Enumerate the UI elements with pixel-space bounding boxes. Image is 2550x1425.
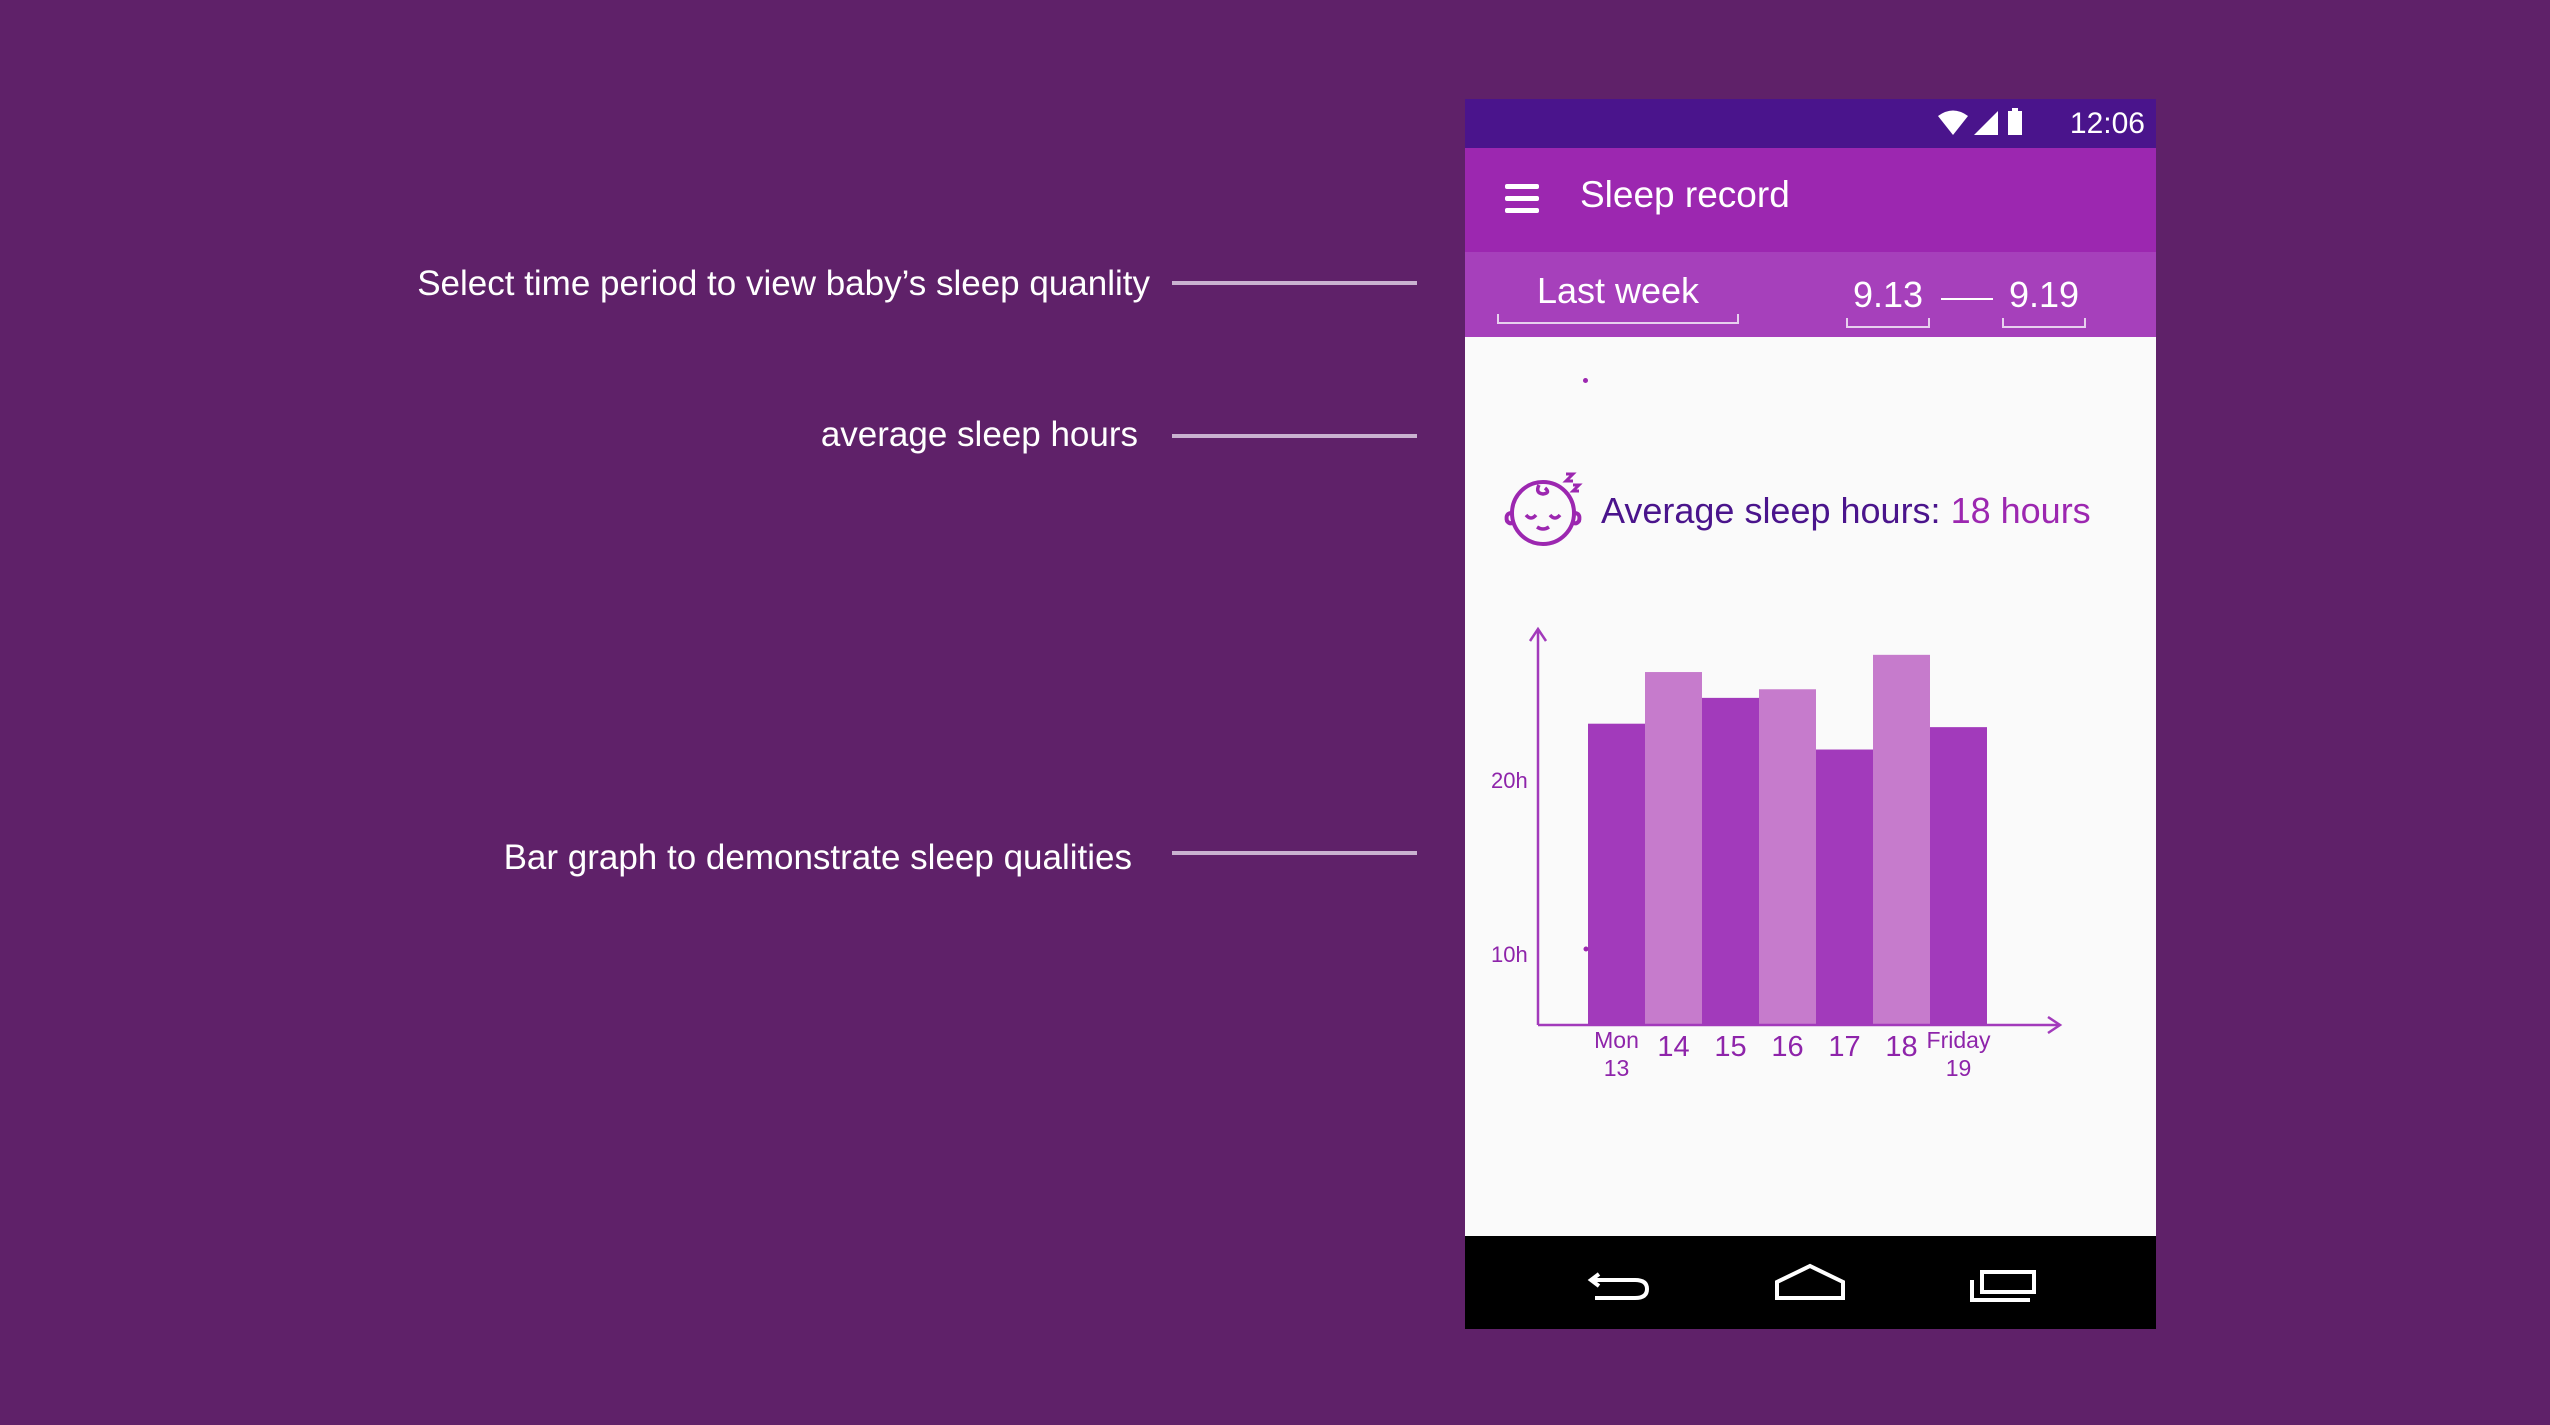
annotation-line-bar-graph bbox=[1172, 851, 1417, 855]
bar-2 bbox=[1645, 672, 1702, 1025]
bar-7 bbox=[1930, 727, 1987, 1025]
bar-6 bbox=[1873, 654, 1930, 1025]
wifi-icon bbox=[1938, 110, 1968, 135]
x-tick-label-1-line-1: Mon bbox=[1594, 1027, 1639, 1053]
average-sleep-value: 18 hours bbox=[1950, 490, 2091, 531]
x-tick-label-2-line-1: 14 bbox=[1657, 1031, 1689, 1063]
period-underline bbox=[1497, 314, 1739, 324]
bar-3 bbox=[1702, 697, 1759, 1025]
start-date-label: 9.13 bbox=[1852, 274, 1924, 315]
signal-icon bbox=[1974, 111, 1998, 135]
x-tick-label-7-line-2: 19 bbox=[1946, 1055, 1972, 1081]
app-bar: Sleep record bbox=[1465, 148, 2156, 252]
period-label: Last week bbox=[1536, 270, 1700, 311]
recent-apps-icon[interactable] bbox=[1968, 1258, 2038, 1308]
x-tick-label-3-line-1: 15 bbox=[1714, 1031, 1746, 1063]
annotation-line-average-sleep bbox=[1172, 434, 1417, 438]
nav-bar bbox=[1465, 1236, 2156, 1329]
end-date-underline bbox=[2002, 318, 2086, 328]
average-sleep-label: Average sleep hours: bbox=[1601, 490, 1941, 531]
period-filter-bar: Last week 9.13 9.19 bbox=[1465, 252, 2156, 337]
bar-1 bbox=[1588, 723, 1645, 1025]
status-icons bbox=[1938, 108, 2022, 135]
start-date-underline bbox=[1846, 318, 1930, 328]
back-icon[interactable] bbox=[1585, 1258, 1655, 1308]
status-bar: 12:06 bbox=[1465, 99, 2156, 148]
x-tick-label-4-line-1: 16 bbox=[1771, 1031, 1803, 1063]
menu-icon[interactable] bbox=[1505, 184, 1539, 214]
average-sleep-row: Average sleep hours: 18 hours bbox=[1503, 469, 2143, 549]
home-icon[interactable] bbox=[1775, 1258, 1845, 1308]
bar-5 bbox=[1816, 749, 1873, 1025]
x-tick-label-7-line-1: Friday bbox=[1927, 1027, 1991, 1053]
end-date-label: 9.19 bbox=[2008, 274, 2080, 315]
annotation-line-time-period bbox=[1172, 281, 1417, 285]
decor-dot-chart bbox=[1583, 946, 1589, 952]
page-title: Sleep record bbox=[1580, 174, 1790, 215]
bar-4 bbox=[1759, 689, 1816, 1025]
status-time: 12:06 bbox=[2069, 107, 2145, 140]
end-date-selector[interactable]: 9.19 bbox=[2002, 274, 2086, 328]
x-tick-label-5-line-1: 17 bbox=[1828, 1031, 1860, 1063]
start-date-selector[interactable]: 9.13 bbox=[1846, 274, 1930, 328]
x-axis-arrow bbox=[2047, 1015, 2063, 1035]
x-tick-label-6-line-1: 18 bbox=[1885, 1031, 1917, 1063]
annotation-time-period: Select time period to view baby’s sleep … bbox=[417, 264, 1150, 303]
date-range-dash bbox=[1941, 298, 1993, 300]
period-selector[interactable]: Last week bbox=[1497, 270, 1739, 324]
decor-dot bbox=[1583, 378, 1588, 383]
phone-screen: 12:06 Sleep record Last week 9.13 9.19 bbox=[1465, 99, 2156, 1329]
battery-icon bbox=[2008, 108, 2022, 135]
x-tick-label-1-line-2: 13 bbox=[1604, 1055, 1630, 1081]
y-axis-arrow bbox=[1528, 626, 1548, 642]
y-tick-label-10h: 10h bbox=[1491, 942, 1528, 967]
y-tick-label-20h: 20h bbox=[1491, 768, 1528, 793]
sleeping-baby-icon bbox=[1504, 472, 1583, 546]
annotation-bar-graph: Bar graph to demonstrate sleep qualities bbox=[503, 838, 1132, 877]
annotation-average-sleep: average sleep hours bbox=[820, 415, 1138, 454]
average-sleep-text: Average sleep hours: 18 hours bbox=[1601, 490, 2091, 532]
